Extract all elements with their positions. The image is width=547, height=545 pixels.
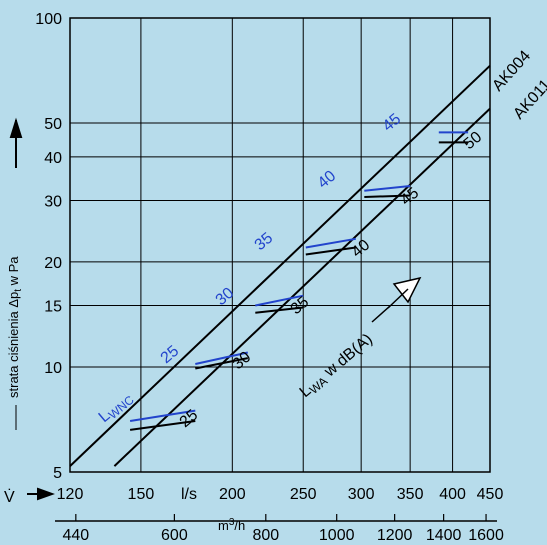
y-tick-label: 100 [35, 11, 62, 28]
lwa-segment-30 [195, 357, 248, 370]
y-direction-arrow [9, 117, 23, 168]
x-tick-label: 350 [397, 486, 424, 503]
lwnc-value-35: 35 [252, 230, 277, 255]
x-tick-label: 120 [57, 486, 84, 503]
noise-segments [129, 131, 469, 431]
series-lines [69, 64, 491, 467]
y-tick-label: 10 [44, 360, 62, 377]
x-tick-label: 450 [477, 486, 504, 503]
x-symbol: V̇ [4, 488, 15, 506]
x2-tick-label: 1600 [468, 527, 504, 544]
x2-unit-label: m3/h [218, 517, 245, 533]
lwa-value-45: 45 [398, 185, 423, 210]
lwnc-value-40: 40 [315, 168, 340, 193]
x-tick-label: 150 [128, 486, 155, 503]
y-tick-label: 50 [44, 116, 62, 133]
plot-frame [69, 17, 491, 473]
x-unit-label: l/s [181, 486, 197, 503]
grid [69, 17, 491, 473]
y-tick-label: 5 [53, 465, 62, 482]
x2-tick-label: 800 [252, 527, 279, 544]
y-axis-label: strata ciśnienia Δpt w Pa [6, 256, 24, 398]
x-tick-label: 250 [290, 486, 317, 503]
y-tick-label: 20 [44, 255, 62, 272]
x-direction-arrow [27, 487, 55, 501]
lwa-value-25: 25 [177, 407, 202, 432]
series-line-ak011 [113, 107, 491, 467]
x-tick-label: 200 [219, 486, 246, 503]
y-tick-label: 30 [44, 193, 62, 210]
lwnc-segment-40 [305, 237, 356, 249]
lwa-segment-25 [129, 420, 196, 431]
x-tick-label: 400 [439, 486, 466, 503]
x2-tick-label: 1400 [426, 527, 462, 544]
lwnc-value-45: 45 [380, 111, 405, 136]
lwnc-segment-25 [129, 409, 196, 422]
x2-tick-label: 1200 [377, 527, 413, 544]
x-tick-label: 300 [348, 486, 375, 503]
x2-tick-label: 600 [161, 527, 188, 544]
lwnc-segment-30 [195, 351, 249, 365]
x2-tick-label: 1000 [319, 527, 355, 544]
series-label-ak004: AK004 [489, 48, 534, 95]
tick-labels: 120 150 200 250 300 350 400 450 5 10 15 20 30 40 50 100… [35, 11, 504, 544]
lwa-segment-35 [255, 306, 304, 314]
lwnc-segment-35 [255, 294, 304, 307]
series-label-ak011: AK011 [510, 76, 547, 122]
lwa-direction-arrow [387, 276, 422, 309]
lwa-arrow-shaft [371, 305, 391, 323]
y-tick-label: 40 [44, 150, 62, 167]
y-tick-label: 15 [44, 299, 62, 316]
lwa-segment-40 [305, 246, 356, 256]
x2-tick-label: 440 [62, 527, 89, 544]
series-line-ak004 [69, 64, 491, 467]
lwa-segment-45 [364, 194, 411, 198]
lwnc-segment-45 [364, 185, 411, 192]
